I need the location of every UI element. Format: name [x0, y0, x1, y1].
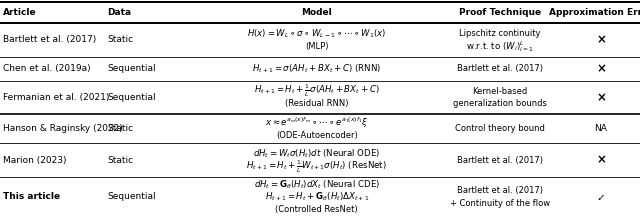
Text: Data: Data [108, 8, 132, 17]
Text: Lipschitz continuity: Lipschitz continuity [460, 29, 541, 38]
Text: Model: Model [301, 8, 332, 17]
Text: Approximation Error: Approximation Error [549, 8, 640, 17]
Text: Chen et al. (2019a): Chen et al. (2019a) [3, 64, 91, 73]
Text: (Controlled ResNet): (Controlled ResNet) [275, 205, 358, 214]
Text: Sequential: Sequential [108, 192, 156, 202]
Text: Bartlett et al. (2017): Bartlett et al. (2017) [457, 186, 543, 195]
Text: w.r.t. to $(W_i)_{i=1}^{L}$: w.r.t. to $(W_i)_{i=1}^{L}$ [466, 39, 534, 54]
Text: $H_{t+1} = H_t + \frac{1}{L}W_{t+1}\sigma(H_t)$ (ResNet): $H_{t+1} = H_t + \frac{1}{L}W_{t+1}\sigm… [246, 158, 387, 175]
Text: $dH_t = W_t\sigma(H_t)dt$ (Neural ODE): $dH_t = W_t\sigma(H_t)dt$ (Neural ODE) [253, 148, 380, 160]
Text: Hanson & Raginsky (2022): Hanson & Raginsky (2022) [3, 124, 123, 133]
Text: $\boldsymbol{\times}$: $\boldsymbol{\times}$ [596, 91, 606, 104]
Text: $H(x) = W_L \circ \sigma \circ W_{L-1} \circ \cdots \circ W_1(x)$: $H(x) = W_L \circ \sigma \circ W_{L-1} \… [247, 27, 387, 40]
Text: generalization bounds: generalization bounds [453, 99, 547, 108]
Text: Bartlett et al. (2017): Bartlett et al. (2017) [457, 64, 543, 73]
Text: + Continuity of the flow: + Continuity of the flow [450, 199, 550, 208]
Text: Sequential: Sequential [108, 93, 156, 102]
Text: (Residual RNN): (Residual RNN) [285, 99, 349, 108]
Text: This article: This article [3, 192, 60, 202]
Text: Marion (2023): Marion (2023) [3, 156, 67, 165]
Text: Sequential: Sequential [108, 64, 156, 73]
Text: $\boldsymbol{\times}$: $\boldsymbol{\times}$ [596, 62, 606, 75]
Text: $\checkmark$: $\checkmark$ [596, 192, 605, 202]
Text: NA: NA [595, 124, 607, 133]
Text: $\boldsymbol{\times}$: $\boldsymbol{\times}$ [596, 33, 606, 46]
Text: $\boldsymbol{\times}$: $\boldsymbol{\times}$ [596, 154, 606, 167]
Text: (MLP): (MLP) [305, 42, 328, 51]
Text: $H_{t+1} = \sigma(AH_t + BX_t + C)$ (RNN): $H_{t+1} = \sigma(AH_t + BX_t + C)$ (RNN… [252, 62, 381, 75]
Text: $x \approx e^{a_m(x)f_m} \circ \cdots \circ e^{a_1(x)f_1}\xi$: $x \approx e^{a_m(x)f_m} \circ \cdots \c… [265, 115, 369, 130]
Text: Article: Article [3, 8, 37, 17]
Text: Bartlett et al. (2017): Bartlett et al. (2017) [457, 156, 543, 165]
Text: Static: Static [108, 124, 134, 133]
Text: $H_{t+1} = H_t + \mathbf{G}_{\theta}(H_t)\Delta X_{t+1}$: $H_{t+1} = H_t + \mathbf{G}_{\theta}(H_t… [264, 191, 369, 203]
Text: Fermanian et al. (2021): Fermanian et al. (2021) [3, 93, 109, 102]
Text: Control theory bound: Control theory bound [455, 124, 545, 133]
Text: Static: Static [108, 156, 134, 165]
Text: Kernel-based: Kernel-based [472, 87, 528, 96]
Text: Proof Technique: Proof Technique [459, 8, 541, 17]
Text: $H_{t+1} = H_t + \frac{1}{L}\sigma(AH_t + BX_t + C)$: $H_{t+1} = H_t + \frac{1}{L}\sigma(AH_t … [254, 83, 380, 99]
Text: $dH_t = \mathbf{G}_{\theta}(H_t)dX_t$ (Neural CDE): $dH_t = \mathbf{G}_{\theta}(H_t)dX_t$ (N… [253, 178, 380, 191]
Text: (ODE-Autoencoder): (ODE-Autoencoder) [276, 131, 358, 140]
Text: Static: Static [108, 35, 134, 44]
Text: Bartlett et al. (2017): Bartlett et al. (2017) [3, 35, 97, 44]
